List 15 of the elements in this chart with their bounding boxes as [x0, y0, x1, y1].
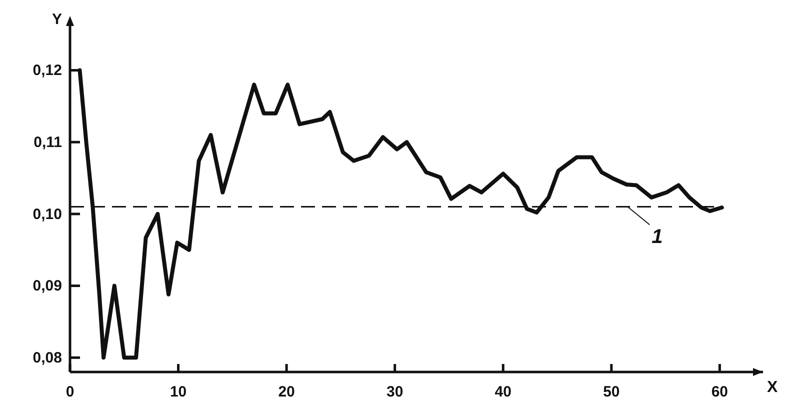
y-tick-label: 0,12 [32, 62, 62, 80]
y-tick-label: 0,11 [34, 134, 62, 151]
x-tick-label: 60 [711, 384, 728, 401]
x-tick-label: 0 [66, 384, 74, 401]
y-tick-label: 0,08 [32, 349, 62, 366]
x-tick-label: 10 [170, 384, 187, 401]
x-tick-label: 40 [494, 384, 512, 401]
annotation: 1 [652, 226, 663, 248]
y-tick-label: 0,09 [32, 278, 62, 295]
y-tick-label: 0,10 [32, 206, 62, 223]
x-tick-label: 50 [603, 384, 620, 401]
y-axis-title: Y [52, 11, 62, 28]
x-tick-label: 20 [278, 384, 295, 401]
x-axis-title: X [767, 379, 778, 396]
x-tick-label: 30 [386, 384, 404, 401]
